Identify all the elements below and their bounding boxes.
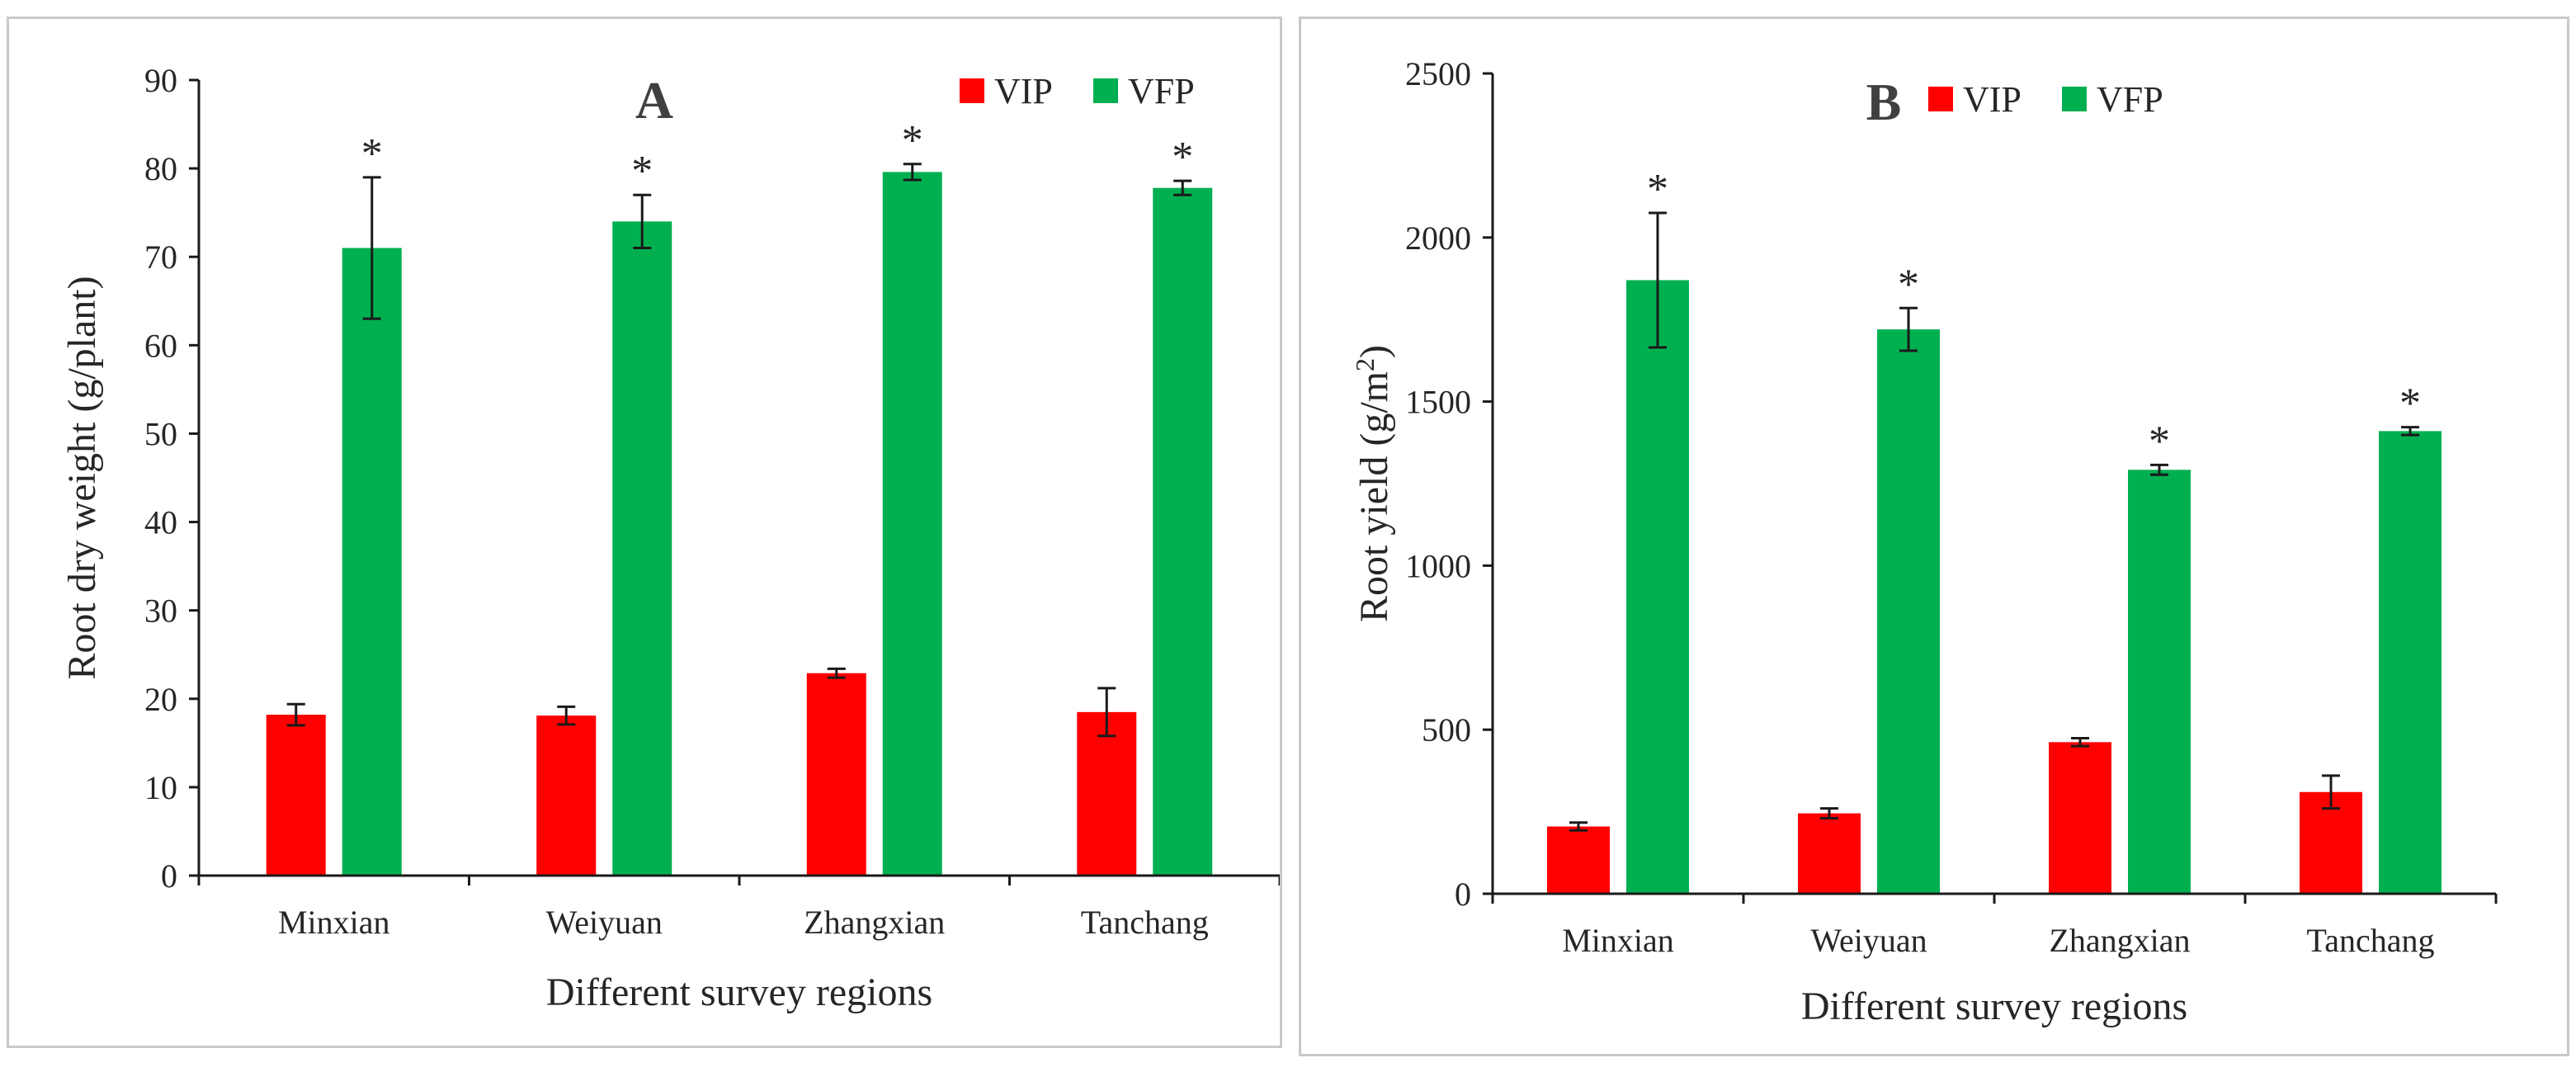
chart-a-svg: * * * * 0 10 20 30 40 50 60 70 80 90 Minxian Weiyuan Z…: [60, 62, 1281, 1014]
y-tick-label: 0: [1455, 876, 1471, 913]
legend: VIP VFP: [1928, 79, 2163, 120]
bar-vfp: [342, 248, 402, 876]
bar-vfp: [1153, 187, 1213, 876]
bar-vfp: [882, 172, 942, 876]
significance-mark: *: [361, 130, 383, 177]
y-tick-label: 1500: [1405, 384, 1471, 421]
bar-vfp: [2128, 470, 2191, 894]
legend-swatch-vip: [1928, 87, 1953, 111]
x-tick-label: Zhangxian: [2049, 922, 2190, 959]
x-tick-label: Tanchang: [2307, 922, 2435, 959]
y-tick-label: 90: [144, 62, 177, 99]
x-axis-title: Different survey regions: [546, 970, 932, 1014]
significance-mark: *: [2399, 380, 2421, 427]
x-axis-title: Different survey regions: [1801, 985, 2187, 1028]
y-axis-title-superscript: 2: [1350, 358, 1380, 371]
significance-mark: *: [1172, 134, 1193, 181]
y-tick-label: 50: [144, 415, 177, 452]
x-tick-label: Weiyuan: [1810, 922, 1927, 959]
x-tick-label: Zhangxian: [804, 904, 945, 941]
x-tick-label: Tanchang: [1081, 904, 1209, 941]
bar-vip: [536, 715, 597, 876]
x-tick-label: Weiyuan: [546, 904, 663, 941]
legend-label-vfp: VFP: [2097, 79, 2163, 120]
y-tick-label: 80: [144, 150, 177, 187]
panel-label: B: [1866, 73, 1902, 131]
legend-label-vip: VIP: [1963, 79, 2022, 120]
y-tick-label: 500: [1422, 711, 1471, 749]
y-axis-title: Root dry weight (g/plant): [60, 276, 104, 679]
legend-label-vip: VIP: [994, 71, 1053, 111]
significance-mark: *: [1898, 261, 1919, 308]
significance-mark: *: [631, 148, 653, 195]
chart-b-svg: * * * * 0 500 1000 1500 2000 2500 Minxian Weiyuan…: [1350, 55, 2498, 1028]
bar-vip: [1547, 826, 1610, 894]
bar-vfp: [2379, 431, 2442, 894]
y-tick-label: 0: [161, 857, 177, 895]
y-axis-title-main: Root yield (g/m: [1352, 371, 1396, 622]
y-tick-label: 30: [144, 593, 177, 630]
bar-vip: [1077, 711, 1137, 876]
legend-label-vfp: VFP: [1128, 71, 1195, 111]
chart-panel-b: * * * * 0 500 1000 1500 2000 2500 Minxian Weiyuan…: [1299, 17, 2569, 1056]
bar-vfp: [1877, 329, 1940, 894]
legend-swatch-vfp: [1093, 78, 1118, 103]
bar-vip: [806, 673, 866, 876]
bar-vip: [2049, 742, 2111, 894]
y-axis-title-end: ): [1352, 345, 1396, 358]
x-tick-label: Minxian: [1562, 922, 1674, 959]
bar-vip: [1798, 813, 1861, 894]
legend-swatch-vip: [960, 78, 984, 103]
bar-vfp: [612, 221, 672, 876]
y-axis-title: Root yield (g/m2): [1350, 345, 1396, 622]
y-tick-label: 1000: [1405, 547, 1471, 584]
y-tick-label: 2500: [1405, 55, 1471, 92]
y-tick-label: 10: [144, 769, 177, 806]
legend-swatch-vfp: [2062, 87, 2087, 111]
panel-label: A: [635, 71, 673, 130]
chart-panel-a: * * * * 0 10 20 30 40 50 60 70 80 90 Minxian Weiyuan Z…: [7, 17, 1282, 1048]
significance-mark: *: [902, 117, 923, 164]
significance-mark: *: [2149, 418, 2170, 465]
bar-vip: [266, 715, 326, 876]
y-tick-label: 40: [144, 504, 177, 541]
legend: VIP VFP: [960, 71, 1195, 111]
y-tick-label: 2000: [1405, 220, 1471, 257]
y-tick-label: 20: [144, 681, 177, 718]
significance-mark: *: [1647, 166, 1668, 213]
y-tick-label: 60: [144, 327, 177, 364]
bar-vfp: [1626, 280, 1689, 894]
x-tick-label: Minxian: [278, 904, 390, 941]
y-tick-label: 70: [144, 238, 177, 276]
